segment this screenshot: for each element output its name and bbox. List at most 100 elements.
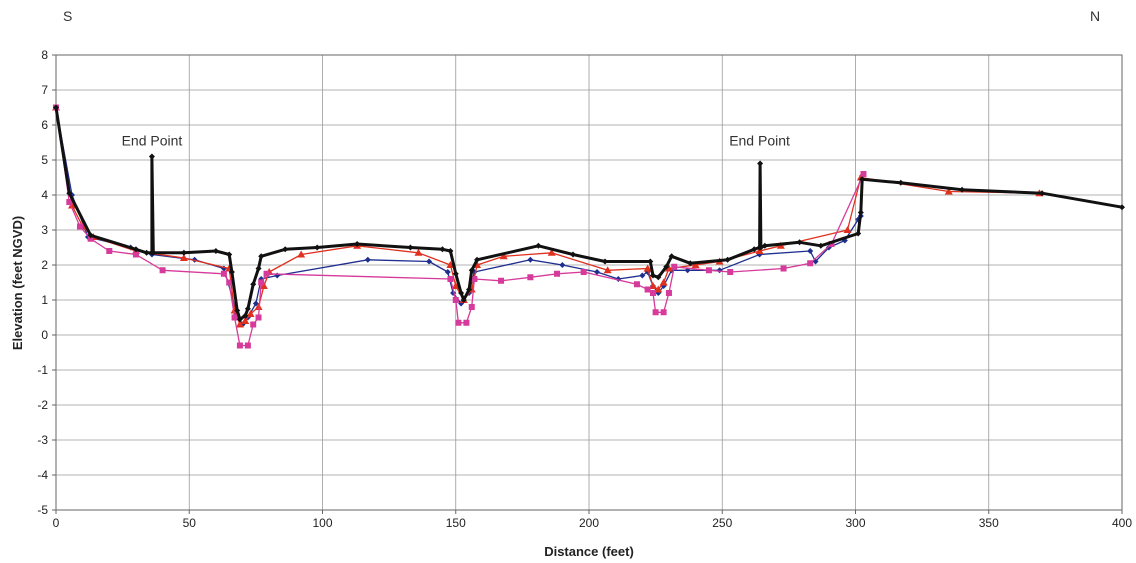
series-3-point-21	[354, 241, 361, 247]
series-2-point-28	[649, 290, 656, 296]
series-0-point-13	[364, 256, 371, 263]
series-2-point-19	[463, 319, 470, 326]
series-3-point-54	[1119, 204, 1125, 211]
series-2-point-25	[580, 269, 587, 275]
x-tick-labels: 0 50 100 150 200 250 300 350 400	[53, 510, 1132, 530]
series-1-point-25	[643, 264, 652, 272]
series-2-point-7	[220, 270, 227, 277]
x-tick-label-7: 350	[979, 516, 999, 530]
series-1-point-10	[246, 310, 255, 317]
y-tick-label-3: -2	[37, 398, 48, 412]
series-2-point-24	[554, 270, 561, 277]
series-3	[53, 104, 1125, 323]
series-1-point-27	[654, 285, 663, 293]
series-3-point-17	[255, 265, 262, 272]
series-2-point-33	[705, 267, 712, 274]
y-tick-label-5: 0	[41, 328, 48, 342]
series-3-point-13	[236, 316, 243, 323]
series-3-point-19	[282, 246, 289, 253]
series-2-point-5	[132, 251, 139, 258]
series-2-point-1	[66, 199, 73, 205]
series-3-point-1	[66, 190, 73, 197]
x-tick-label-2: 100	[312, 516, 332, 530]
series-1-point-5	[179, 254, 188, 261]
y-tick-label-12: 7	[41, 83, 48, 97]
series-2	[53, 104, 867, 349]
series-3-point-35	[649, 272, 656, 279]
y-tick-label-2: -3	[37, 433, 48, 447]
y-tick-label-9: 4	[41, 188, 48, 202]
series-3-point-22	[407, 244, 414, 251]
y-tick-label-8: 3	[41, 223, 48, 237]
series-3-point-4	[143, 249, 150, 256]
series-1-point-36	[944, 187, 953, 195]
series-3-point-43	[757, 160, 764, 167]
y-tick-label-1: -4	[37, 468, 48, 482]
series-3-point-36	[655, 274, 662, 281]
series-1-point-24	[603, 266, 612, 274]
series-3-point-7	[150, 249, 157, 256]
series-3-point-38	[668, 253, 675, 260]
y-tick-label-13: 8	[41, 48, 48, 62]
series-1-point-23	[547, 248, 556, 256]
series-2-point-12	[250, 321, 257, 328]
series-2-point-23	[527, 274, 534, 281]
series-3-point-52	[959, 186, 966, 193]
series-1-point-29	[664, 264, 673, 272]
series-1-point-34	[843, 226, 852, 233]
series-0-point-20	[527, 256, 534, 263]
annotations: End Point End Point	[122, 133, 790, 149]
series-2-point-38	[860, 171, 867, 177]
series-1-point-30	[691, 261, 700, 268]
y-tick-labels: -5 -4 -3 -2 -1 0 1 2 3 4 5 6 7 8	[37, 48, 56, 517]
x-tick-label-0: 0	[53, 516, 60, 530]
series-3-point-23	[439, 246, 446, 253]
series-3-point-46	[796, 239, 803, 246]
series-1-point-22	[499, 252, 508, 260]
series-2-point-21	[471, 276, 478, 282]
series-3-point-15	[244, 305, 251, 312]
series-2-point-17	[452, 297, 459, 303]
series-1-point-18	[451, 282, 460, 289]
series-2-point-35	[780, 265, 787, 272]
series-3-point-26	[458, 290, 465, 296]
corner-label-south: S	[63, 8, 72, 24]
annotation-end-point-0: End Point	[122, 133, 183, 149]
x-tick-label-1: 50	[183, 516, 197, 530]
series-3-point-53	[1039, 190, 1046, 197]
y-tick-label-7: 2	[41, 258, 48, 272]
series-3-point-49	[857, 209, 864, 216]
series-3-point-27	[460, 297, 467, 303]
series-2-point-31	[665, 290, 672, 296]
series-3-point-10	[226, 251, 233, 258]
series-2-point-36	[807, 260, 814, 267]
series-1-point-28	[659, 278, 668, 286]
series-2-point-29	[652, 309, 659, 316]
y-tick-label-4: -1	[37, 363, 48, 377]
y-tick-label-11: 6	[41, 118, 48, 132]
series-3-point-34	[647, 258, 654, 265]
series-2-point-9	[231, 314, 238, 321]
series-3-point-18	[258, 253, 265, 260]
series-0-point-15	[444, 269, 451, 275]
series-2-point-18	[455, 319, 462, 326]
y-tick-label-0: -5	[37, 503, 48, 517]
series-3-point-8	[180, 249, 187, 256]
series-3-point-28	[466, 286, 473, 293]
series-2-point-30	[660, 309, 667, 316]
series-3-point-3	[132, 246, 139, 253]
series-2-point-15	[263, 270, 270, 277]
series-3-point-12	[234, 307, 241, 314]
series-3-point-16	[250, 281, 257, 288]
series-2-point-27	[644, 286, 651, 293]
corner-label-north: N	[1090, 8, 1100, 24]
series-2-point-4	[106, 248, 113, 254]
series-3-point-51	[897, 179, 904, 186]
series-2-point-8	[226, 279, 233, 286]
series-3-point-45	[761, 242, 768, 249]
x-tick-label-6: 300	[845, 516, 865, 530]
x-tick-label-5: 250	[712, 516, 732, 530]
series-3-point-32	[570, 251, 577, 258]
